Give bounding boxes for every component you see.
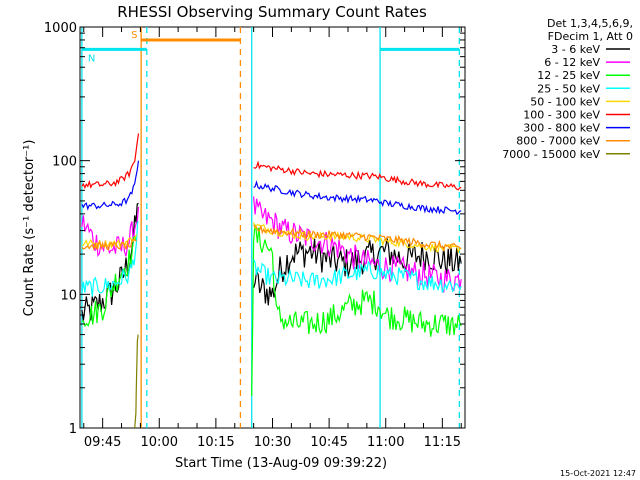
x-tick-label: 09:45 [84,435,121,450]
legend-label: 800 - 7000 keV [516,135,600,148]
flag-label: N [88,53,95,64]
y-tick-label: 1 [69,422,77,437]
series-line [81,206,140,258]
series-line [81,238,137,251]
x-tick-label: 10:15 [197,435,234,450]
series-line [251,224,462,397]
y-tick-label: 1000 [44,21,77,36]
flag-label: S [131,30,137,41]
legend-label: 3 - 6 keV [551,43,600,56]
legend-label: 25 - 50 keV [537,82,600,95]
y-tick-label: 10 [60,288,77,303]
footer-date: 15-Oct-2021 12:47 [560,469,636,478]
series-line [253,238,462,306]
series-layer [81,133,462,429]
chart-title: RHESSI Observing Summary Count Rates [117,3,427,21]
series-line [253,224,462,252]
y-tick-label: 100 [52,155,77,170]
x-tick-label: 10:00 [141,435,178,450]
x-tick-label: 10:30 [254,435,291,450]
series-line [253,259,462,293]
series-line [134,334,139,429]
series-line [81,133,140,190]
x-tick-label: 11:00 [367,435,404,450]
flag-layer: SN [81,30,460,64]
series-line [253,160,462,191]
reference-lines [81,27,460,428]
y-axis-label: Count Rate (s⁻¹ detector⁻¹) [22,140,37,317]
legend-label: 50 - 100 keV [530,95,600,108]
legend-label: 100 - 300 keV [523,109,600,122]
series-line [253,196,462,293]
legend-header-line-1: Det 1,3,4,5,6,9, [547,17,633,30]
legend-label: 12 - 25 keV [537,69,600,82]
x-tick-label: 10:45 [310,435,347,450]
legend-label: 7000 - 15000 keV [502,148,600,161]
series-line [253,222,462,255]
legend-header-line-2: FDecim 1, Att 0 [548,30,633,43]
x-axis-label: Start Time (13-Aug-09 09:39:22) [175,456,387,471]
series-line [253,180,462,215]
tick-layer: 1 10 100 1000 09:45 10:00 10:15 10:30 10:45 11:00… [44,21,465,450]
x-tick-label: 11:15 [424,435,461,450]
series-line [81,221,139,297]
series-line [81,160,140,211]
legend-label: 300 - 800 keV [523,122,600,135]
legend-label: 6 - 12 keV [544,56,600,69]
legend: Det 1,3,4,5,6,9, FDecim 1, Att 0 3 - 6 k… [502,17,633,161]
